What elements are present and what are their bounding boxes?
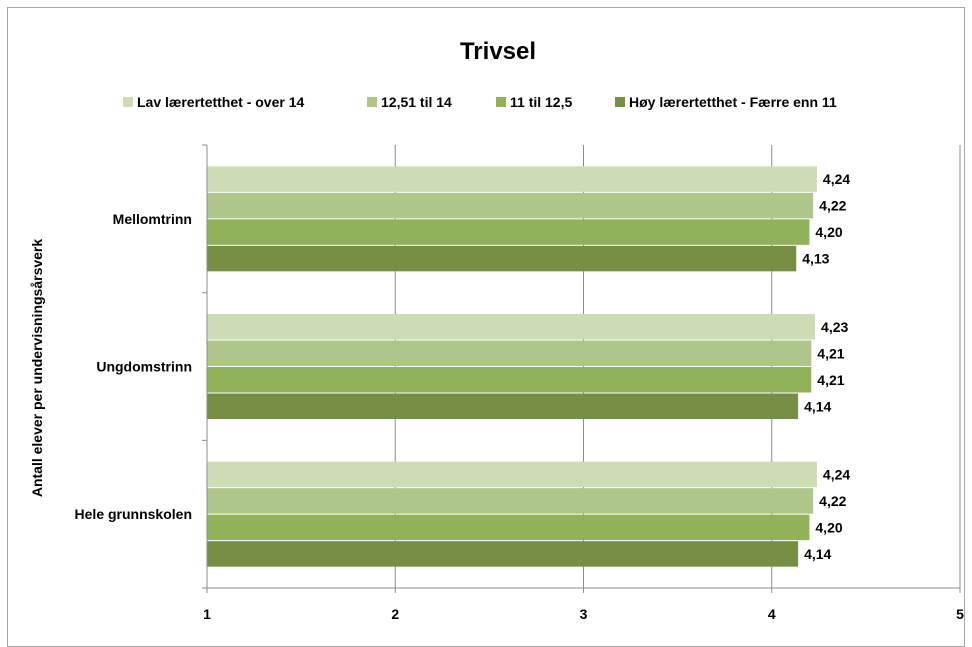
bar bbox=[207, 192, 814, 219]
x-tick-label: 4 bbox=[768, 606, 776, 622]
category-label: Mellomtrinn bbox=[113, 211, 192, 227]
category-label: Ungdomstrinn bbox=[96, 359, 192, 375]
data-label: 4,14 bbox=[804, 398, 831, 414]
data-label: 4,22 bbox=[819, 198, 846, 214]
data-label: 4,20 bbox=[815, 224, 842, 240]
bar bbox=[207, 461, 817, 488]
data-label: 4,24 bbox=[823, 171, 850, 187]
gridlines bbox=[394, 145, 961, 588]
bar bbox=[207, 245, 797, 272]
chart-frame: Trivsel Lav lærertetthet - over 14 12,51 … bbox=[7, 7, 965, 647]
legend-swatch bbox=[123, 97, 133, 107]
bar bbox=[207, 340, 812, 366]
bar bbox=[207, 367, 812, 393]
bar bbox=[207, 219, 810, 245]
axes bbox=[202, 144, 961, 593]
legend-label: Høy lærertetthet - Færre enn 11 bbox=[629, 94, 837, 110]
data-label: 4,21 bbox=[817, 345, 844, 361]
bar bbox=[207, 393, 799, 419]
bar bbox=[207, 541, 799, 567]
legend-swatch bbox=[496, 97, 506, 107]
legend-label: 12,51 til 14 bbox=[381, 94, 452, 110]
data-label: 4,14 bbox=[804, 546, 831, 562]
category-label: Hele grunnskolen bbox=[75, 506, 192, 522]
chart-title: Trivsel bbox=[460, 38, 536, 65]
bar-chart: Trivsel Lav lærertetthet - over 14 12,51 … bbox=[29, 38, 964, 622]
data-label: 4,13 bbox=[802, 251, 829, 267]
x-tick-label: 5 bbox=[956, 606, 964, 622]
labels: 1 2 3 4 5 Mellomtrinn 4,24 4,22 4,20 4,13 Ungdomst… bbox=[75, 171, 964, 622]
legend-swatch bbox=[367, 97, 377, 107]
data-label: 4,20 bbox=[815, 519, 842, 535]
bar bbox=[207, 166, 817, 192]
bar bbox=[207, 514, 810, 541]
data-label: 4,23 bbox=[821, 319, 848, 335]
legend: Lav lærertetthet - over 14 12,51 til 14 11… bbox=[123, 94, 837, 110]
x-tick-label: 1 bbox=[203, 606, 211, 622]
bars bbox=[207, 166, 817, 567]
legend-label: Lav lærertetthet - over 14 bbox=[137, 94, 304, 110]
bar bbox=[207, 314, 816, 340]
data-label: 4,22 bbox=[819, 493, 846, 509]
x-tick-label: 2 bbox=[391, 606, 399, 622]
bar bbox=[207, 488, 814, 514]
legend-label: 11 til 12,5 bbox=[510, 94, 572, 110]
y-axis-title: Antall elever per undervisningsårsverk bbox=[29, 239, 45, 498]
data-label: 4,21 bbox=[817, 372, 844, 388]
data-label: 4,24 bbox=[823, 466, 850, 482]
legend-swatch bbox=[615, 97, 625, 107]
x-tick-label: 3 bbox=[580, 606, 588, 622]
